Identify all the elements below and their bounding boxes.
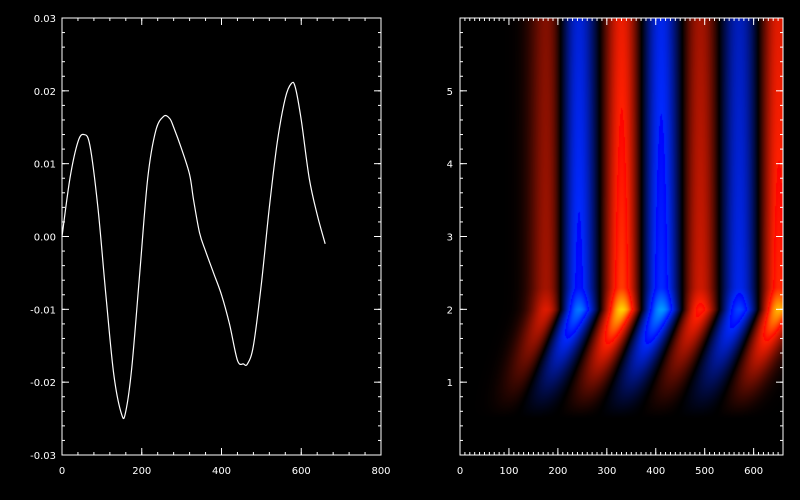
heatmap-y-tick-label: 3 (447, 233, 453, 244)
line-chart-y-tick-labels: -0.03 -0.02 -0.01 0.00 0.01 0.02 0.03 (30, 14, 56, 462)
line-chart-ticks (61, 17, 382, 456)
heatmap-x-tick-label: 0 (457, 466, 463, 477)
y-tick-label: -0.02 (30, 378, 56, 389)
line-chart: 0 200 400 600 800 -0.03 -0.02 -0.01 0.00 0.01 0.0… (30, 14, 390, 477)
heatmap-y-tick-label: 1 (447, 378, 453, 389)
heatmap-x-tick-label: 600 (744, 466, 763, 477)
heatmap-y-tick-label: 2 (447, 305, 453, 316)
x-tick-label: 0 (59, 466, 65, 477)
x-tick-label: 400 (212, 466, 231, 477)
heatmap-chart: 0 100 200 300 400 500 600 1 2 3 4 5 (447, 17, 784, 477)
y-tick-label: -0.03 (30, 451, 56, 462)
heatmap-x-tick-label: 300 (597, 466, 616, 477)
y-tick-label: 0.00 (34, 233, 56, 244)
y-tick-label: 0.02 (34, 87, 56, 98)
y-tick-label: -0.01 (30, 305, 56, 316)
x-tick-label: 200 (132, 466, 151, 477)
heatmap-x-tick-label: 400 (646, 466, 665, 477)
heatmap-y-tick-label: 5 (447, 87, 453, 98)
heatmap-ticks (459, 17, 784, 456)
heatmap-y-tick-label: 4 (447, 160, 453, 171)
series-line (61, 81, 326, 420)
heatmap-y-tick-labels: 1 2 3 4 5 (447, 87, 453, 389)
line-chart-frame (61, 17, 382, 456)
heatmap-x-tick-label: 100 (499, 466, 518, 477)
line-plot-area (61, 81, 326, 420)
y-tick-label: 0.03 (34, 14, 56, 25)
heatmap-x-tick-label: 200 (548, 466, 567, 477)
x-tick-label: 800 (371, 466, 390, 477)
line-chart-x-tick-labels: 0 200 400 600 800 (59, 466, 391, 477)
heatmap-image (460, 18, 783, 455)
heatmap-x-tick-label: 500 (695, 466, 714, 477)
heatmap-x-tick-labels: 0 100 200 300 400 500 600 (457, 466, 763, 477)
x-tick-label: 600 (292, 466, 311, 477)
y-tick-label: 0.01 (34, 160, 56, 171)
